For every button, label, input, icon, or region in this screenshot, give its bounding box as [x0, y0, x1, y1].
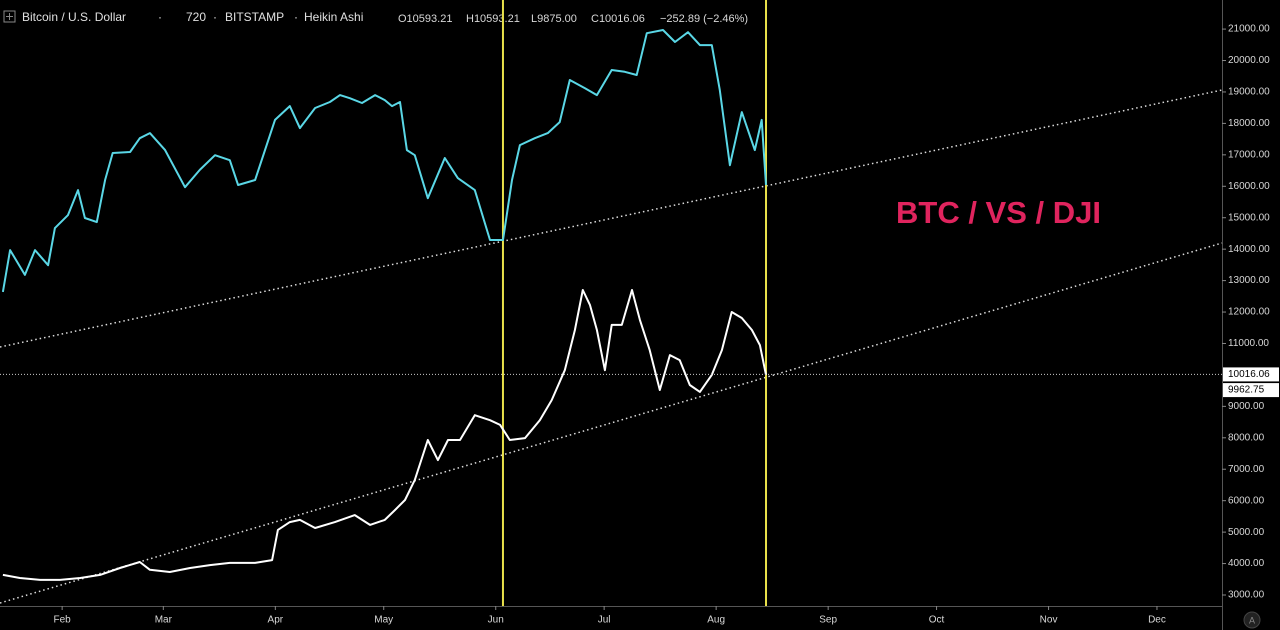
symbol: Bitcoin / U.S. Dollar: [22, 10, 126, 24]
y-tick-label: 14000.00: [1228, 244, 1270, 255]
series-line: [2, 289, 767, 581]
y-tick-label: 6000.00: [1228, 495, 1265, 506]
y-tick-label: 4000.00: [1228, 558, 1265, 569]
separator: ·: [158, 10, 162, 24]
x-tick-label: Mar: [155, 615, 173, 626]
y-tick-label: 20000.00: [1228, 55, 1270, 66]
y-tick-label: 16000.00: [1228, 181, 1270, 192]
chart-style: Heikin Ashi: [304, 10, 363, 24]
open: O10593.21: [398, 13, 452, 25]
y-tick-label: 21000.00: [1228, 24, 1270, 35]
close: C10016.06: [591, 13, 645, 25]
x-tick-label: Aug: [707, 615, 725, 626]
y-tick-label: 15000.00: [1228, 212, 1270, 223]
x-tick-label: Sep: [819, 615, 837, 626]
y-tick-label: 19000.00: [1228, 87, 1270, 98]
x-tick-label: Feb: [54, 615, 72, 626]
y-tick-label: 7000.00: [1228, 464, 1265, 475]
trendline: [0, 89, 1223, 348]
y-tick-label: 13000.00: [1228, 275, 1270, 286]
separator: ·: [294, 10, 298, 24]
x-tick-label: Dec: [1148, 615, 1166, 626]
price-label: 9962.75: [1228, 385, 1265, 396]
y-tick-label: 18000.00: [1228, 118, 1270, 129]
price-label: 10016.06: [1228, 369, 1270, 380]
y-tick-label: 5000.00: [1228, 527, 1265, 538]
expand-icon-plus: [6, 13, 13, 20]
x-tick-label: Jun: [488, 615, 504, 626]
y-tick-label: 9000.00: [1228, 401, 1265, 412]
price-label-box: [1223, 367, 1279, 382]
y-tick-label: 11000.00: [1228, 338, 1269, 349]
y-tick-label: 8000.00: [1228, 432, 1265, 443]
interval: 720: [186, 10, 206, 24]
auto-scale-label: A: [1249, 615, 1255, 625]
change: −252.89 (−2.46%): [660, 13, 748, 25]
annotation: BTC / VS / DJI: [896, 195, 1101, 230]
x-tick-label: Jul: [598, 615, 611, 626]
expand-icon[interactable]: [3, 10, 16, 23]
x-tick-label: Nov: [1040, 615, 1058, 626]
trendline: [0, 242, 1223, 604]
price-label-box: [1223, 383, 1279, 398]
y-tick-label: 3000.00: [1228, 590, 1265, 601]
series-line: [1, 29, 767, 293]
exchange: BITSTAMP: [225, 10, 284, 24]
auto-scale-button[interactable]: [1243, 611, 1261, 629]
y-tick-label: 17000.00: [1228, 149, 1270, 160]
x-tick-label: Apr: [268, 615, 284, 626]
high: H10593.21: [466, 13, 520, 25]
y-tick-label: 12000.00: [1228, 307, 1270, 318]
x-tick-label: Oct: [929, 615, 945, 626]
separator: ·: [213, 10, 217, 24]
x-tick-label: May: [374, 615, 393, 626]
low: L9875.00: [531, 13, 577, 25]
